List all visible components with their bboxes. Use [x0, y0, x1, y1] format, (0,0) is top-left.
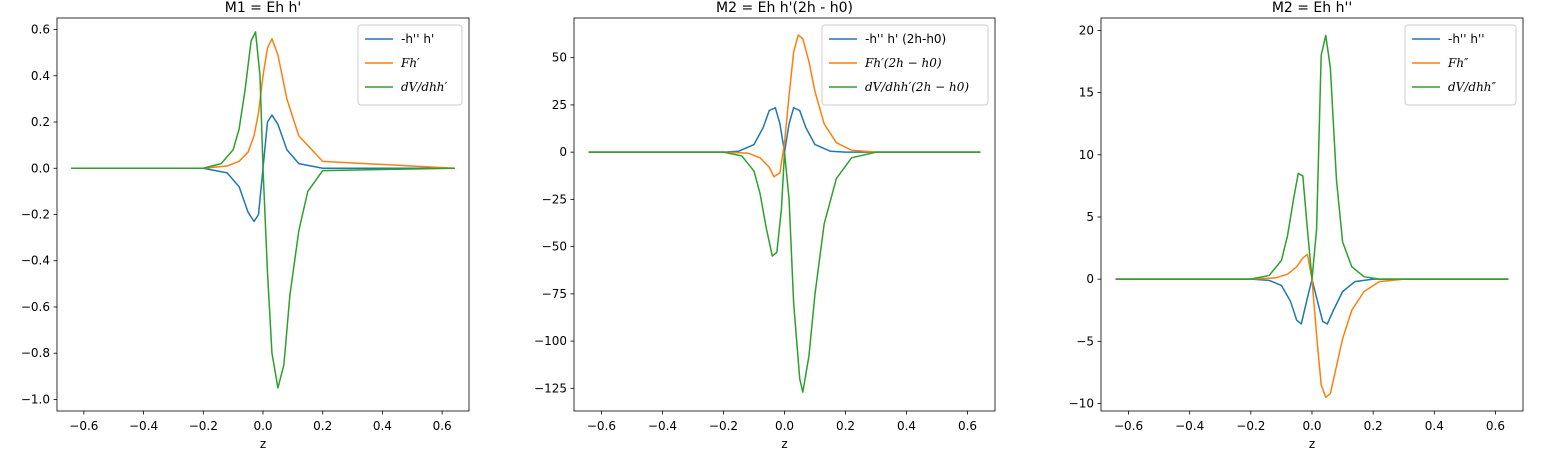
x-tick-label: −0.4 — [129, 419, 158, 433]
x-tick-label: 0.0 — [253, 419, 272, 433]
y-tick-label: 5 — [1086, 210, 1094, 224]
x-tick-label: −0.2 — [709, 419, 738, 433]
y-tick-label: −0.8 — [21, 346, 50, 360]
legend-label: dV/dhh′ — [401, 80, 448, 94]
legend-label: -h'' h'' — [1448, 32, 1485, 46]
y-tick-label: −0.4 — [21, 254, 50, 268]
chart-title: M1 = Eh h' — [225, 0, 302, 16]
legend-label: Fh′(2h − h0) — [864, 56, 942, 70]
legend-label: dV/dhh″ — [1448, 80, 1497, 94]
x-tick-label: 0.4 — [373, 419, 392, 433]
y-tick-label: −5 — [1076, 334, 1094, 348]
x-tick-label: 0.2 — [1364, 419, 1383, 433]
x-tick-label: −0.2 — [189, 419, 218, 433]
chart-title: M2 = Eh h'' — [1272, 0, 1352, 16]
y-tick-label: −75 — [542, 287, 567, 301]
x-tick-label: −0.4 — [648, 419, 677, 433]
y-tick-label: 0.4 — [31, 69, 50, 83]
legend: -h'' h'' Fh″ dV/dhh″ — [1404, 24, 1517, 106]
subplot-3: M2 = Eh h'' −0.6 −0.4 −0.2 0.0 0.2 0.4 0.6 −10 −5… — [1069, 0, 1524, 450]
x-tick-label: 0.2 — [836, 419, 855, 433]
chart-title: M2 = Eh h'(2h - h0) — [716, 0, 853, 16]
y-tick-label: 15 — [1079, 86, 1094, 100]
y-tick-label: 50 — [552, 51, 567, 65]
series-line-dv-dhh — [71, 31, 455, 389]
legend-box — [1404, 24, 1517, 106]
series-line-dv-dhh-2h-h0 — [588, 151, 981, 393]
legend: -h'' h' (2h-h0) Fh′(2h − h0) dV/dhh′(2h − … — [821, 24, 989, 106]
y-tick-label: 10 — [1079, 148, 1094, 162]
plot-area — [1115, 34, 1509, 399]
y-tick-label: 20 — [1079, 23, 1094, 37]
x-tick-label: 0.0 — [775, 419, 794, 433]
legend-label: dV/dhh′(2h − h0) — [865, 80, 969, 94]
x-tick-label: −0.6 — [587, 419, 616, 433]
x-tick-label: 0.6 — [1486, 419, 1505, 433]
subplot-1: M1 = Eh h' −0.6 −0.4 −0.2 0.0 0.2 0.4 0.6 −1.0 −0… — [21, 0, 470, 450]
y-tick-label: 0 — [559, 145, 567, 159]
x-tick-label: −0.6 — [1114, 419, 1143, 433]
legend-label: Fh″ — [1447, 56, 1469, 70]
plot-area — [588, 34, 981, 393]
y-tick-label: 0.0 — [31, 161, 50, 175]
x-axis-label: z — [781, 437, 787, 450]
y-tick-label: 0.6 — [31, 23, 50, 37]
x-tick-label: 0.6 — [433, 419, 452, 433]
x-axis-label: z — [260, 437, 266, 450]
y-tick-label: 0.2 — [31, 115, 50, 129]
series-line-fh-2h-h0 — [588, 34, 981, 178]
x-tick-label: 0.4 — [1425, 419, 1444, 433]
y-tick-label: −1.0 — [21, 392, 50, 406]
x-axis-label: z — [1309, 437, 1315, 450]
plot-area — [71, 31, 455, 389]
y-tick-label: −100 — [534, 334, 567, 348]
x-tick-label: 0.4 — [897, 419, 916, 433]
y-tick-label: 25 — [552, 98, 567, 112]
legend-box — [821, 24, 989, 106]
x-tick-label: 0.2 — [313, 419, 332, 433]
y-tick-label: −0.6 — [21, 300, 50, 314]
subplot-2: M2 = Eh h'(2h - h0) −0.6 −0.4 −0.2 0.0 0.2 0.4… — [534, 0, 996, 450]
legend: -h'' h' Fh′ dV/dhh′ — [357, 24, 463, 106]
x-tick-label: −0.4 — [1175, 419, 1204, 433]
x-tick-label: 0.6 — [958, 419, 977, 433]
y-tick-label: −10 — [1069, 397, 1094, 411]
legend-label: -h'' h' (2h-h0) — [865, 32, 946, 46]
y-tick-label: −0.2 — [21, 208, 50, 222]
subplots: M1 = Eh h' −0.6 −0.4 −0.2 0.0 0.2 0.4 0.6 −1.0 −0… — [21, 0, 1524, 450]
series-line-fh — [1115, 253, 1509, 399]
y-tick-label: −50 — [542, 240, 567, 254]
x-tick-label: 0.0 — [1302, 419, 1321, 433]
y-tick-label: −25 — [542, 192, 567, 206]
x-tick-label: −0.6 — [69, 419, 98, 433]
series-line-dv-dhh — [1115, 34, 1509, 280]
legend-box — [357, 24, 463, 106]
y-tick-label: −125 — [534, 381, 567, 395]
x-tick-label: −0.2 — [1236, 419, 1265, 433]
legend-label: -h'' h' — [401, 32, 434, 46]
series-line-fh — [71, 38, 455, 170]
legend-label: Fh′ — [400, 56, 420, 70]
y-tick-label: 0 — [1086, 272, 1094, 286]
